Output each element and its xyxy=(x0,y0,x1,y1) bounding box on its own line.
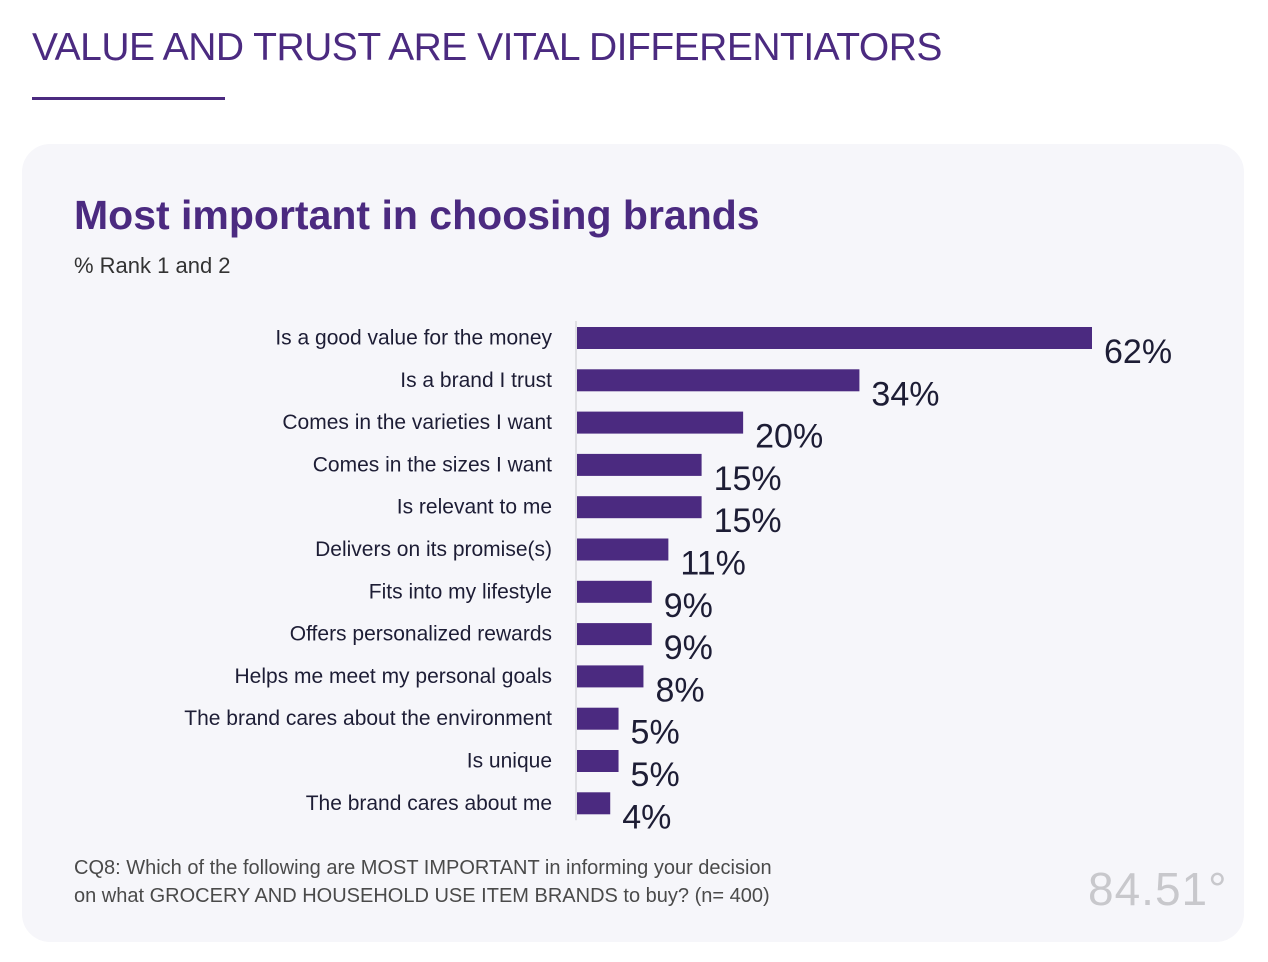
value-label: 20% xyxy=(755,418,823,456)
value-label: 15% xyxy=(714,502,782,540)
value-label: 5% xyxy=(631,756,680,794)
bar xyxy=(577,665,644,688)
bar xyxy=(577,538,669,561)
bar xyxy=(577,411,744,434)
bar xyxy=(577,623,652,646)
footnote-line-1: CQ8: Which of the following are MOST IMP… xyxy=(74,857,772,879)
value-label: 9% xyxy=(664,587,713,625)
category-label: Comes in the varieties I want xyxy=(282,411,552,434)
category-label: Offers personalized rewards xyxy=(290,623,552,646)
title-underline xyxy=(32,97,225,100)
category-label: Is a good value for the money xyxy=(275,327,552,350)
category-label: Is unique xyxy=(467,750,552,773)
brand-logo: 84.51° xyxy=(1088,863,1228,915)
bar xyxy=(577,369,860,392)
value-label: 8% xyxy=(655,671,704,709)
category-label: Fits into my lifestyle xyxy=(369,580,552,603)
category-label: The brand cares about the environment xyxy=(184,707,552,730)
chart-subtitle: % Rank 1 and 2 xyxy=(74,253,231,278)
category-label: Is a brand I trust xyxy=(400,369,552,392)
bar xyxy=(577,750,619,772)
value-label: 62% xyxy=(1104,333,1172,371)
category-label: The brand cares about me xyxy=(306,792,552,815)
footnote: CQ8: Which of the following are MOST IMP… xyxy=(74,854,934,910)
footnote-line-2: on what GROCERY AND HOUSEHOLD USE ITEM B… xyxy=(74,885,770,907)
bar xyxy=(577,580,652,603)
bar xyxy=(577,792,611,815)
category-label: Comes in the sizes I want xyxy=(313,453,552,476)
category-label: Delivers on its promise(s) xyxy=(315,538,552,561)
value-label: 15% xyxy=(714,460,782,498)
value-label: 9% xyxy=(664,629,713,667)
category-label: Helps me meet my personal goals xyxy=(235,665,552,688)
bar xyxy=(577,707,619,730)
bar xyxy=(577,453,702,476)
bar xyxy=(577,327,1092,349)
page-title: VALUE AND TRUST ARE VITAL DIFFERENTIATOR… xyxy=(32,26,942,69)
bar xyxy=(577,496,702,519)
value-label: 4% xyxy=(622,798,671,836)
chart-title: Most important in choosing brands xyxy=(74,192,760,238)
value-label: 5% xyxy=(631,714,680,752)
value-label: 34% xyxy=(871,375,939,413)
value-label: 11% xyxy=(680,545,746,583)
category-label: Is relevant to me xyxy=(397,496,552,519)
